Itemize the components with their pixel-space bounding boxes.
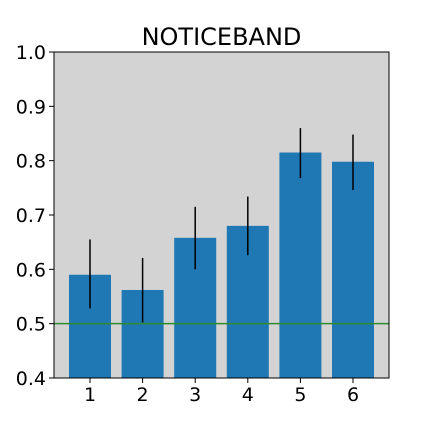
chart-title: NOTICEBAND — [142, 23, 302, 51]
y-tick-label-1.0: 1.0 — [16, 42, 46, 64]
y-axis: 0.4 0.5 0.6 0.7 0.8 0.9 1.0 — [16, 42, 54, 390]
y-tick-label-0.4: 0.4 — [16, 368, 46, 390]
bar-6 — [332, 161, 374, 378]
y-tick-label-0.5: 0.5 — [16, 314, 46, 336]
y-tick-label-0.6: 0.6 — [16, 259, 46, 281]
y-tick-label-0.8: 0.8 — [16, 151, 46, 173]
y-tick-label-0.9: 0.9 — [16, 96, 46, 118]
x-tick-label-2: 2 — [137, 384, 149, 406]
x-tick-label-4: 4 — [242, 384, 254, 406]
x-tick-label-5: 5 — [294, 384, 306, 406]
y-tick-label-0.7: 0.7 — [16, 205, 46, 227]
x-tick-label-6: 6 — [347, 384, 359, 406]
bar-5 — [279, 152, 322, 378]
x-tick-label-1: 1 — [84, 384, 96, 406]
x-axis: 1 2 3 4 5 6 — [84, 378, 359, 406]
x-tick-label-3: 3 — [189, 384, 201, 406]
error-bars-group — [89, 128, 354, 323]
